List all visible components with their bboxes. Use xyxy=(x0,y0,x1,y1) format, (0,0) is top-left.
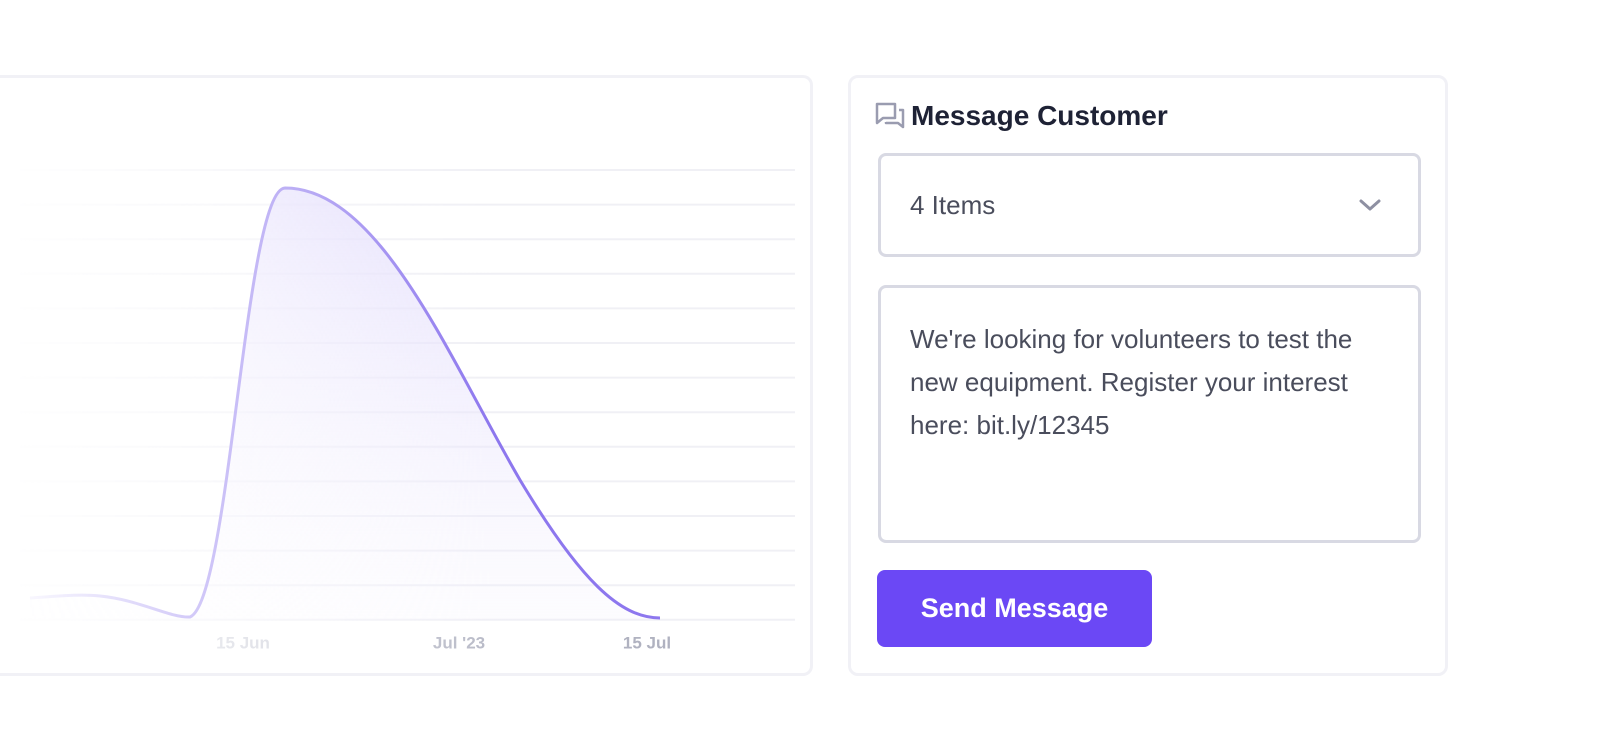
chevron xyxy=(1359,199,1381,211)
send-button[interactable]: Send Message xyxy=(877,570,1152,647)
x-label: 15 Jun xyxy=(216,633,270,652)
chat-icon xyxy=(875,102,905,129)
chart-body: 15 Jun Jul '23 15 Jul xyxy=(20,169,795,652)
message-text: We're looking for volunteers to test the… xyxy=(910,324,1353,440)
message-panel: Message Customer 4 Items We're looking f… xyxy=(848,75,1448,676)
message-input[interactable]: We're looking for volunteers to test the… xyxy=(878,285,1421,543)
line xyxy=(29,186,661,620)
panel-title: Message Customer xyxy=(911,100,1168,131)
x-label: Jul '23 xyxy=(433,633,485,652)
items-select[interactable]: 4 Items xyxy=(878,153,1421,257)
area xyxy=(30,188,660,620)
chart: 15 Jun Jul '23 15 Jul xyxy=(20,169,795,652)
x-label: 15 Jul xyxy=(623,633,671,652)
select-value: 4 Items xyxy=(910,190,996,220)
